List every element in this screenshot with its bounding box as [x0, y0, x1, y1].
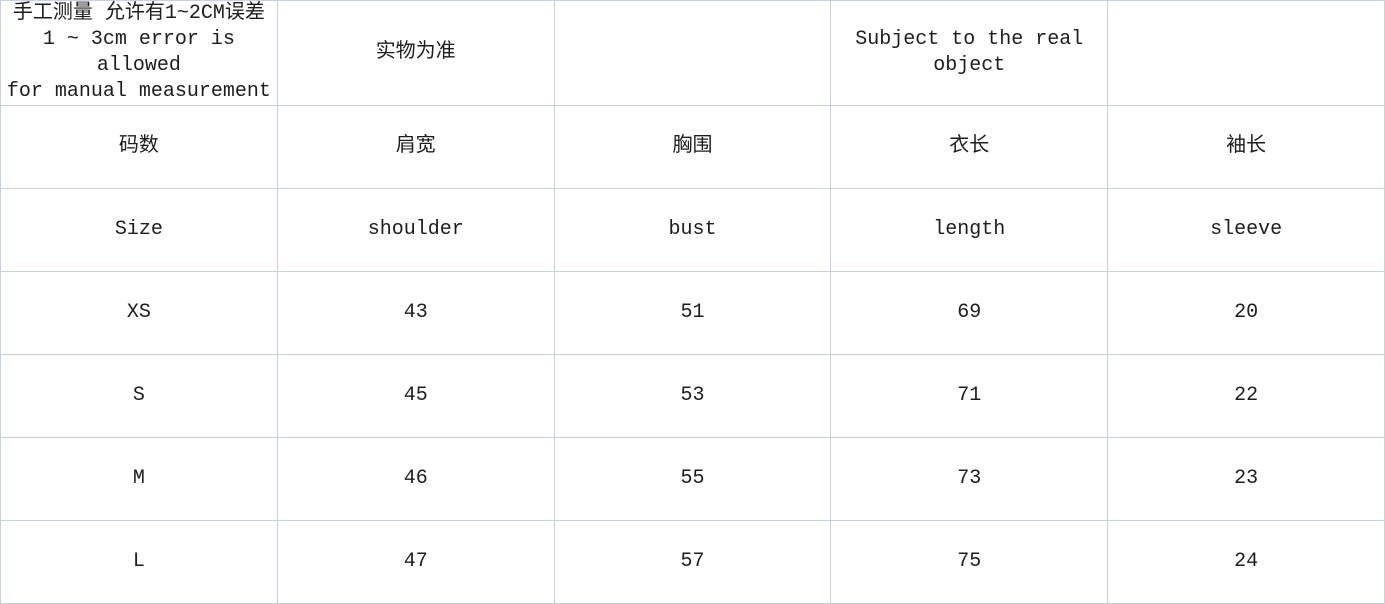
note-cn-actual-object: 实物为准: [276, 0, 555, 106]
sleeve-value: 23: [1107, 437, 1385, 521]
size-row-s: S 45 53 71 22: [0, 354, 1385, 438]
length-value: 71: [830, 354, 1109, 438]
size-label: M: [0, 437, 278, 521]
length-value: 73: [830, 437, 1109, 521]
empty-cell: [553, 0, 832, 106]
bust-value: 57: [553, 520, 832, 604]
header-cn-length: 衣长: [830, 105, 1109, 189]
length-value: 75: [830, 520, 1109, 604]
header-row-cn: 码数 肩宽 胸围 衣长 袖长: [0, 105, 1385, 189]
header-cn-shoulder: 肩宽: [276, 105, 555, 189]
header-en-size: Size: [0, 188, 278, 272]
shoulder-value: 43: [276, 271, 555, 355]
note-measurement-tolerance: 手工测量 允许有1~2CM误差 1 ~ 3cm error is allowed…: [0, 0, 278, 106]
notes-row: 手工测量 允许有1~2CM误差 1 ~ 3cm error is allowed…: [0, 0, 1385, 106]
header-row-en: Size shoulder bust length sleeve: [0, 188, 1385, 272]
header-cn-sleeve: 袖长: [1107, 105, 1385, 189]
sleeve-value: 24: [1107, 520, 1385, 604]
size-row-l: L 47 57 75 24: [0, 520, 1385, 604]
shoulder-value: 45: [276, 354, 555, 438]
header-en-shoulder: shoulder: [276, 188, 555, 272]
shoulder-value: 47: [276, 520, 555, 604]
header-cn-size: 码数: [0, 105, 278, 189]
header-en-bust: bust: [553, 188, 832, 272]
note-en-subject-to-real-object: Subject to the real object: [830, 0, 1109, 106]
header-en-length: length: [830, 188, 1109, 272]
shoulder-value: 46: [276, 437, 555, 521]
empty-cell: [1107, 0, 1385, 106]
header-cn-bust: 胸围: [553, 105, 832, 189]
length-value: 69: [830, 271, 1109, 355]
sleeve-value: 20: [1107, 271, 1385, 355]
header-en-sleeve: sleeve: [1107, 188, 1385, 272]
size-label: L: [0, 520, 278, 604]
bust-value: 51: [553, 271, 832, 355]
size-row-xs: XS 43 51 69 20: [0, 271, 1385, 355]
size-label: XS: [0, 271, 278, 355]
bust-value: 55: [553, 437, 832, 521]
size-label: S: [0, 354, 278, 438]
size-row-m: M 46 55 73 23: [0, 437, 1385, 521]
bust-value: 53: [553, 354, 832, 438]
sleeve-value: 22: [1107, 354, 1385, 438]
